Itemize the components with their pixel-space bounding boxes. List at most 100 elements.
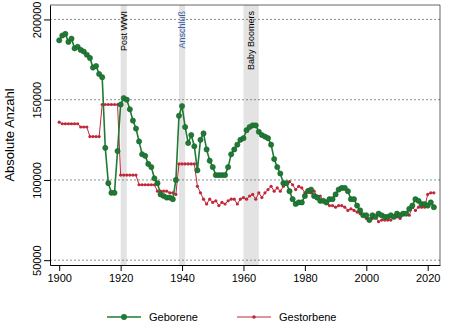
series-marker [346,209,349,212]
annotation-label: Baby Boomers [246,11,256,71]
series-marker [155,181,160,186]
series-marker [214,199,217,202]
series-marker [251,193,254,196]
legend-marker [252,315,256,319]
y-tick-mark [44,19,50,20]
series-marker [127,107,132,112]
series-marker [193,162,196,165]
x-tick-label: 1900 [47,272,71,284]
series-marker [275,164,280,169]
x-tick-mark [121,265,122,271]
series-marker [186,140,191,145]
series-marker [190,162,193,165]
annotation-label: Post WWI [119,11,129,51]
series-marker [63,31,68,36]
series-marker [217,204,220,207]
x-tick: 2000 [355,265,379,284]
series-marker [202,198,205,201]
series-marker [352,209,355,212]
series-marker [179,104,184,109]
y-tick-label: 200000 [31,2,43,39]
series-marker [220,201,223,204]
series-marker [354,203,359,208]
series-marker [245,198,248,201]
x-tick-mark [59,265,60,271]
series-marker [122,174,125,177]
series-marker [222,173,227,178]
x-tick: 1900 [47,265,71,284]
series-marker [300,186,303,189]
series-marker [226,164,231,169]
series-marker [125,174,128,177]
series-marker [67,122,70,125]
series-marker [279,190,282,193]
annotation-band [243,5,258,265]
series-marker [223,202,226,205]
series-marker [192,144,197,149]
legend: GeboreneGestorbene [107,311,336,323]
series-marker [291,183,294,186]
y-tick-mark [44,180,50,181]
frame [50,5,440,6]
series-marker [290,197,295,202]
series-marker [147,183,150,186]
bands [121,5,259,265]
series-marker [351,197,356,202]
series-marker [189,132,194,137]
series-marker [276,186,279,189]
y-tick-label: 100000 [31,162,43,199]
series-marker [239,198,242,201]
series-marker [106,181,111,186]
series-marker [242,196,245,199]
series-marker [241,136,246,141]
y-axis: 50000100000150000200000 [31,2,51,276]
x-tick-mark [305,265,306,271]
series-marker [270,185,273,188]
series-marker [263,191,266,194]
y-tick-mark [44,100,50,101]
x-tick-label: 2000 [355,272,379,284]
y-axis-title: Absolute Anzahl [2,88,17,181]
series-marker [269,142,274,147]
series-marker [287,189,292,194]
series-marker [133,126,138,131]
series-marker [432,191,435,194]
series-marker [254,198,257,201]
series-marker [334,206,337,209]
series-marker [141,183,144,186]
series-marker [119,174,122,177]
series-marker [82,125,85,128]
grid-line [50,99,440,100]
series-marker [210,164,215,169]
series-marker [183,124,188,129]
x-tick: 1980 [293,265,317,284]
annotations: Post WWIAnschlußBaby Boomers [119,11,256,71]
series-marker [266,188,269,191]
series-marker [98,135,101,138]
series-marker [184,162,187,165]
series-marker [57,38,62,43]
series-marker [232,147,237,152]
x-tick: 1920 [109,265,133,284]
series-marker [272,156,277,161]
series-marker [70,122,73,125]
grid-line [50,260,440,261]
series-marker [195,168,200,173]
series-marker [431,205,436,210]
y-tick: 200000 [31,2,50,39]
series-marker [308,187,313,192]
series-marker [94,135,97,138]
legend-marker [121,314,127,320]
y-tick-mark [44,260,50,261]
x-axis: 1900192019401960198020002020 [47,265,440,284]
series-marker [204,147,209,152]
series-marker [131,174,134,177]
x-tick-mark [182,265,183,271]
series-marker [429,191,432,194]
series-marker [235,142,240,147]
series-marker [208,198,211,201]
x-tick-mark [243,265,244,271]
y-tick-label: 150000 [31,82,43,119]
series-marker [134,174,137,177]
series-marker [174,193,177,196]
